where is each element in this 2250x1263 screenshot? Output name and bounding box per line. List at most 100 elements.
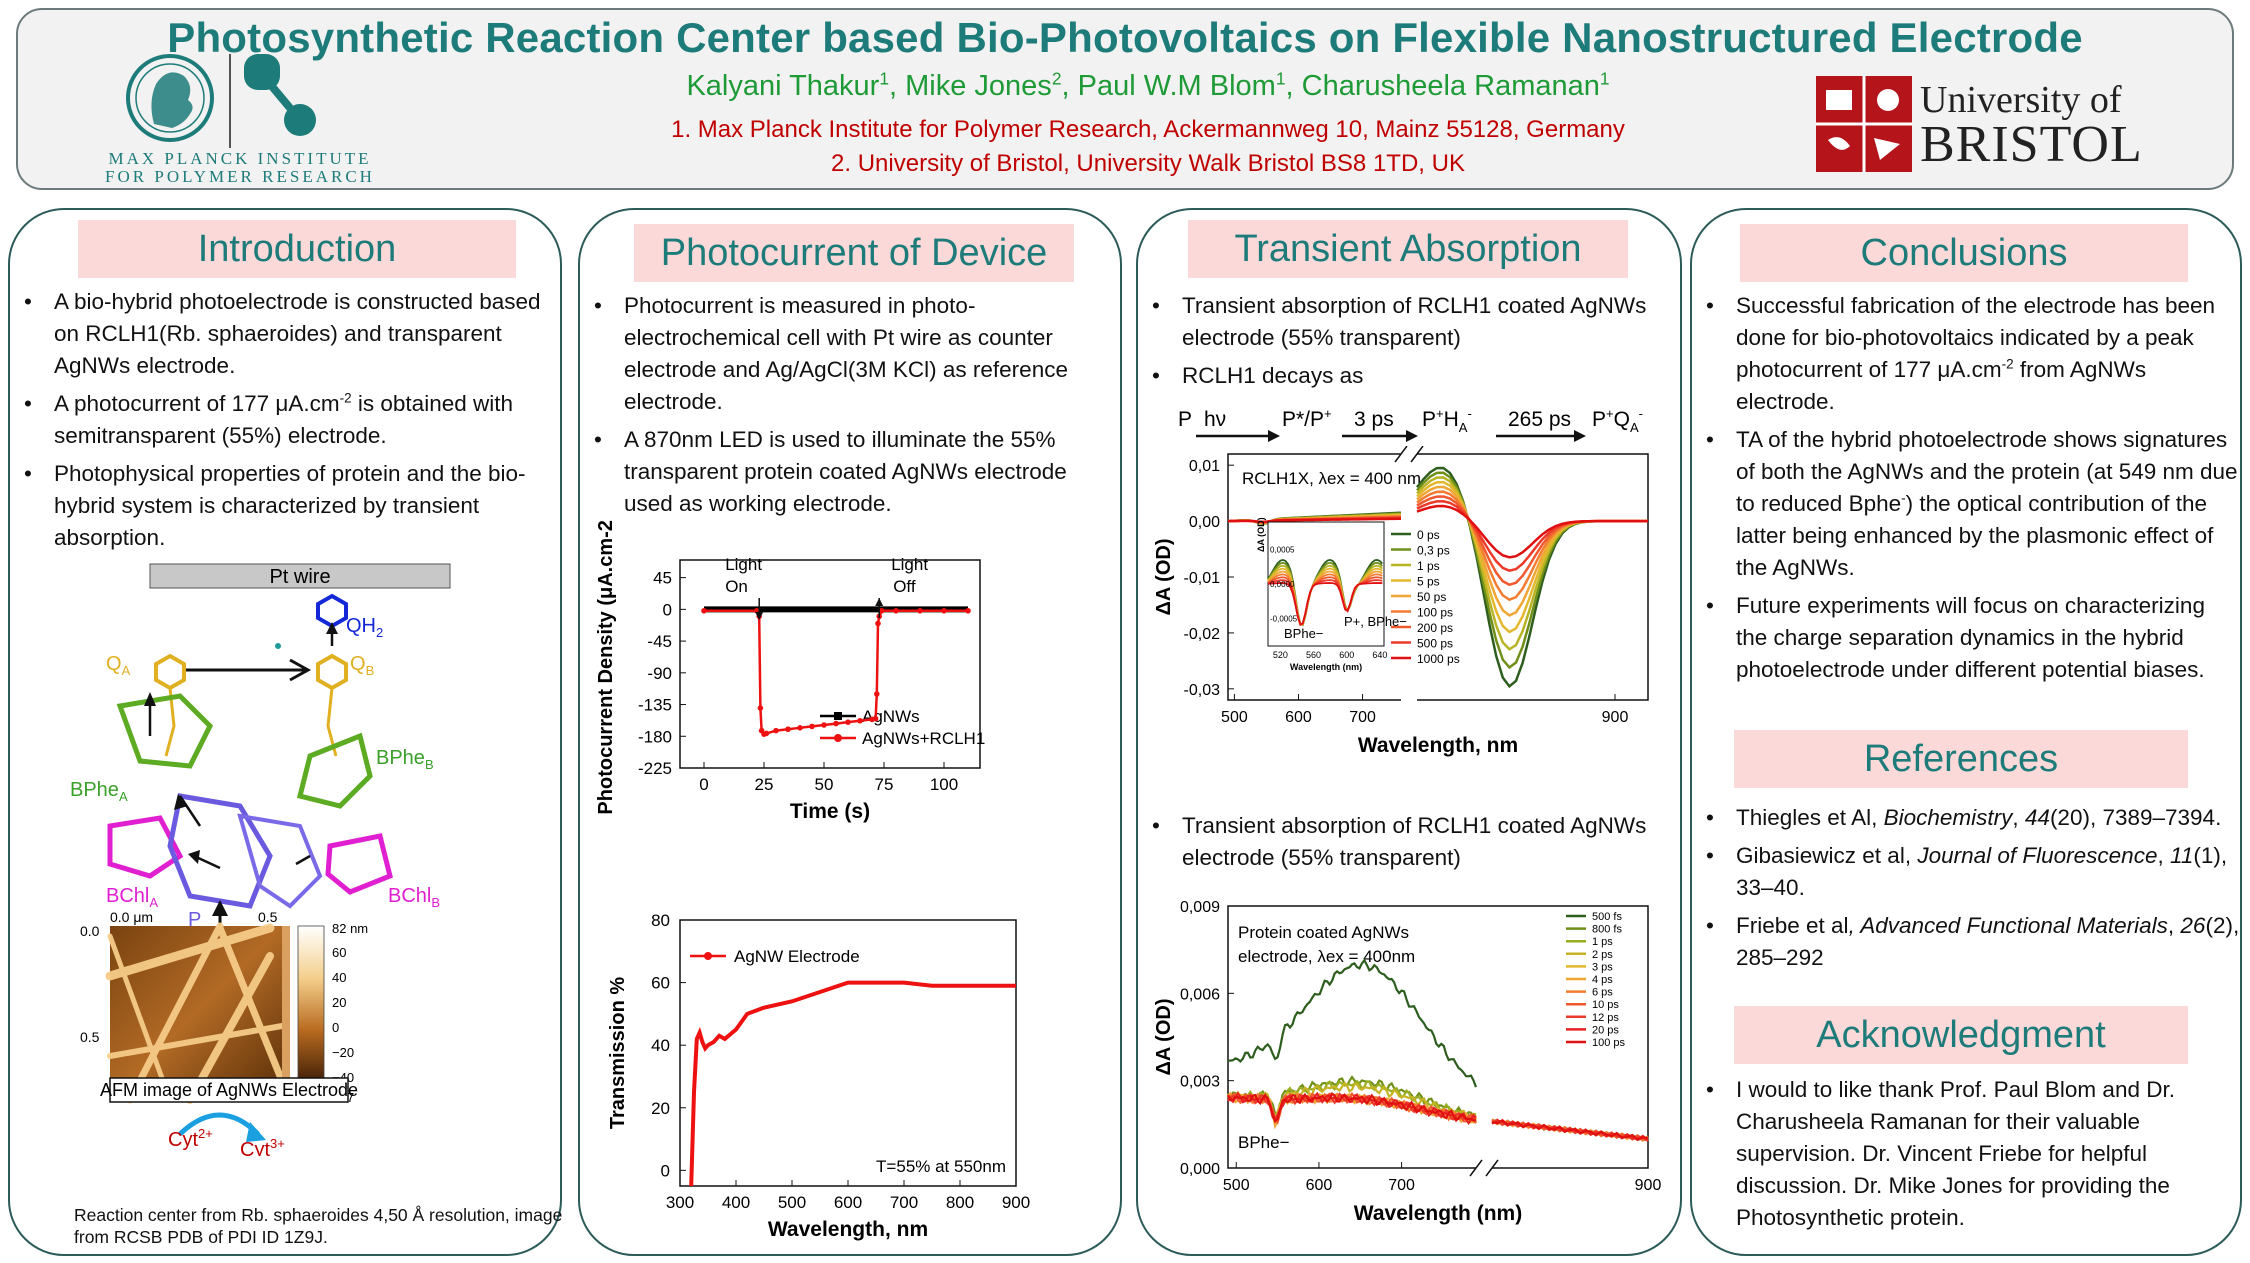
acknowledgment-bullets: I would to like thank Prof. Paul Blom an… <box>1700 1074 2240 1240</box>
y-axis-label: Transmission % <box>607 977 629 1129</box>
y-tick-label: -0,03 <box>1184 682 1221 699</box>
y-tick-label: 20 <box>651 1099 670 1118</box>
poster-title: Photosynthetic Reaction Center based Bio… <box>167 14 2083 61</box>
introduction-panel: Introduction A bio-hybrid photoelectrode… <box>8 208 562 1256</box>
y-tick-label: 0,006 <box>1180 986 1220 1003</box>
y-tick-label: -45 <box>647 632 672 651</box>
author: Mike Jones <box>905 70 1052 102</box>
inset-x-label: Wavelength (nm) <box>1290 662 1362 672</box>
reaction-center-figure: Pt wire QH2 QA QB BPheA BPheB BChlA BChl… <box>70 563 451 1156</box>
y-axis-label: ΔA (OD) <box>1153 539 1175 616</box>
legend-entry: 5 ps <box>1417 575 1440 589</box>
x-tick-label: 75 <box>875 775 894 794</box>
author: Kalyani Thakur <box>686 70 880 102</box>
bchlb-molecule-icon <box>325 833 393 895</box>
chart-label: BPhe− <box>1238 1133 1290 1152</box>
qa-molecule-icon <box>154 653 186 691</box>
x-axis-label: Wavelength, nm <box>768 1218 928 1241</box>
y-tick-label: 0,00 <box>1189 514 1220 531</box>
list-item: Transient absorption of RCLH1 coated AgN… <box>1146 810 1676 874</box>
afm-height-scale <box>297 925 325 1101</box>
intro-bullets: A bio-hybrid photoelectrode is construct… <box>18 286 554 560</box>
x-tick-label: 500 <box>778 1193 806 1212</box>
author-affiliation: 1 <box>1275 68 1286 89</box>
y-axis-label: Photocurrent Density (μA.cm-2) <box>595 520 617 815</box>
data-point <box>917 607 923 614</box>
afm-caption: AFM image of AgNWs Electrode <box>100 1080 358 1100</box>
data-point <box>893 607 899 614</box>
series-line <box>1227 517 1402 524</box>
inset-y-tick: 0,0005 <box>1270 546 1295 555</box>
x-tick-label: 25 <box>755 775 774 794</box>
cyt3-label: Cyt3+ <box>240 1136 285 1156</box>
annotation: Light <box>725 555 762 574</box>
list-item: TA of the hybrid photoelectrode shows si… <box>1700 424 2240 584</box>
scheme-pstar: P*/P+ <box>1282 406 1332 431</box>
list-item: Successful fabrication of the electrode … <box>1700 290 2240 418</box>
data-point <box>875 620 881 627</box>
series-line <box>1227 1092 1477 1123</box>
x-tick-label: 900 <box>1602 709 1629 726</box>
annotation: Light <box>891 555 928 574</box>
legend-entry: 6 ps <box>1592 987 1613 999</box>
list-item: A photocurrent of 177 μA.cm-2 is obtaine… <box>18 388 554 452</box>
x-tick-label: 600 <box>1306 1177 1333 1194</box>
legend-entry: 100 ps <box>1592 1037 1626 1049</box>
qb-molecule-icon <box>316 653 348 691</box>
inset-y-tick: -0,0005 <box>1270 614 1298 623</box>
legend-entry: AgNW Electrode <box>734 947 860 966</box>
data-point <box>874 691 880 697</box>
data-point <box>809 723 815 730</box>
annotation: RCLH1X, λex = 400 nm <box>1242 469 1421 488</box>
list-item: Photophysical properties of protein and … <box>18 458 554 554</box>
decay-scheme: P hν P*/P+ 3 ps P+HA- 265 ps P+QA- <box>1178 406 1643 442</box>
afm-x0: 0.0 μm <box>110 909 153 925</box>
y-tick-label: -225 <box>638 759 672 778</box>
list-item: I would to like thank Prof. Paul Blom an… <box>1700 1074 2240 1234</box>
scheme-state2: P+HA- <box>1422 406 1472 435</box>
series-line <box>1227 958 1478 1088</box>
annotation: On <box>725 577 748 596</box>
legend-entry: 500 fs <box>1592 911 1622 923</box>
p-label: P <box>188 909 201 931</box>
inset-x-tick: 600 <box>1339 650 1354 660</box>
scheme-t1: 3 ps <box>1354 408 1394 431</box>
x-axis-label: Time (s) <box>790 800 870 823</box>
afm-x1: 0.5 <box>258 909 278 925</box>
data-point <box>845 719 851 725</box>
section-title-conclusions: Conclusions <box>1740 224 2188 282</box>
legend-entry: 20 ps <box>1592 1024 1619 1036</box>
cyt2-label: Cyt2+ <box>168 1126 213 1151</box>
bchla-molecule-icon <box>107 815 184 879</box>
x-tick-label: 0 <box>699 775 708 794</box>
list-item: RCLH1 decays as <box>1146 360 1676 392</box>
afm-scale-tick: 0 <box>332 1020 339 1035</box>
figure-caption: Reaction center from Rb. sphaeroides 4,5… <box>74 1205 563 1247</box>
afm-y0: 0.0 <box>80 923 100 939</box>
transient-bullets: Transient absorption of RCLH1 coated AgN… <box>1146 290 1676 398</box>
legend-entry: 12 ps <box>1592 1012 1619 1024</box>
y-tick-label: -135 <box>638 696 672 715</box>
legend-entry: 3 ps <box>1592 961 1613 973</box>
affiliation-1: 1. Max Planck Institute for Polymer Rese… <box>671 116 1625 143</box>
y-tick-label: 0 <box>661 1161 670 1180</box>
list-item: Photocurrent is measured in photo-electr… <box>588 290 1116 418</box>
special-pair-icon <box>167 793 273 909</box>
transient-absorption-panel: Transient Absorption Transient absorptio… <box>1136 208 1682 1256</box>
photocurrent-chart: 0 25 50 75 100 45 0 -45 -90 -135 -180 -225 Time (s) P… <box>595 520 985 823</box>
afm-scale-tick: −20 <box>332 1045 354 1060</box>
author: Paul W.M Blom <box>1077 70 1276 102</box>
data-point <box>821 722 827 728</box>
bchlb-label: BChlB <box>388 885 440 910</box>
y-tick-label: 45 <box>653 569 672 588</box>
max-planck-name: MAX PLANCK INSTITUTE FOR POLYMER RESEARC… <box>60 150 420 186</box>
x-tick-label: 50 <box>815 775 834 794</box>
afm-scale-tick: 20 <box>332 995 346 1010</box>
legend-entry: 10 ps <box>1592 999 1619 1011</box>
inset-y-tick: 0,0000 <box>1270 580 1295 589</box>
affiliation-2: 2. University of Bristol, University Wal… <box>831 150 1465 177</box>
scheme-t2: 265 ps <box>1508 408 1571 431</box>
series-line <box>1491 1118 1649 1142</box>
data-point <box>872 715 879 722</box>
